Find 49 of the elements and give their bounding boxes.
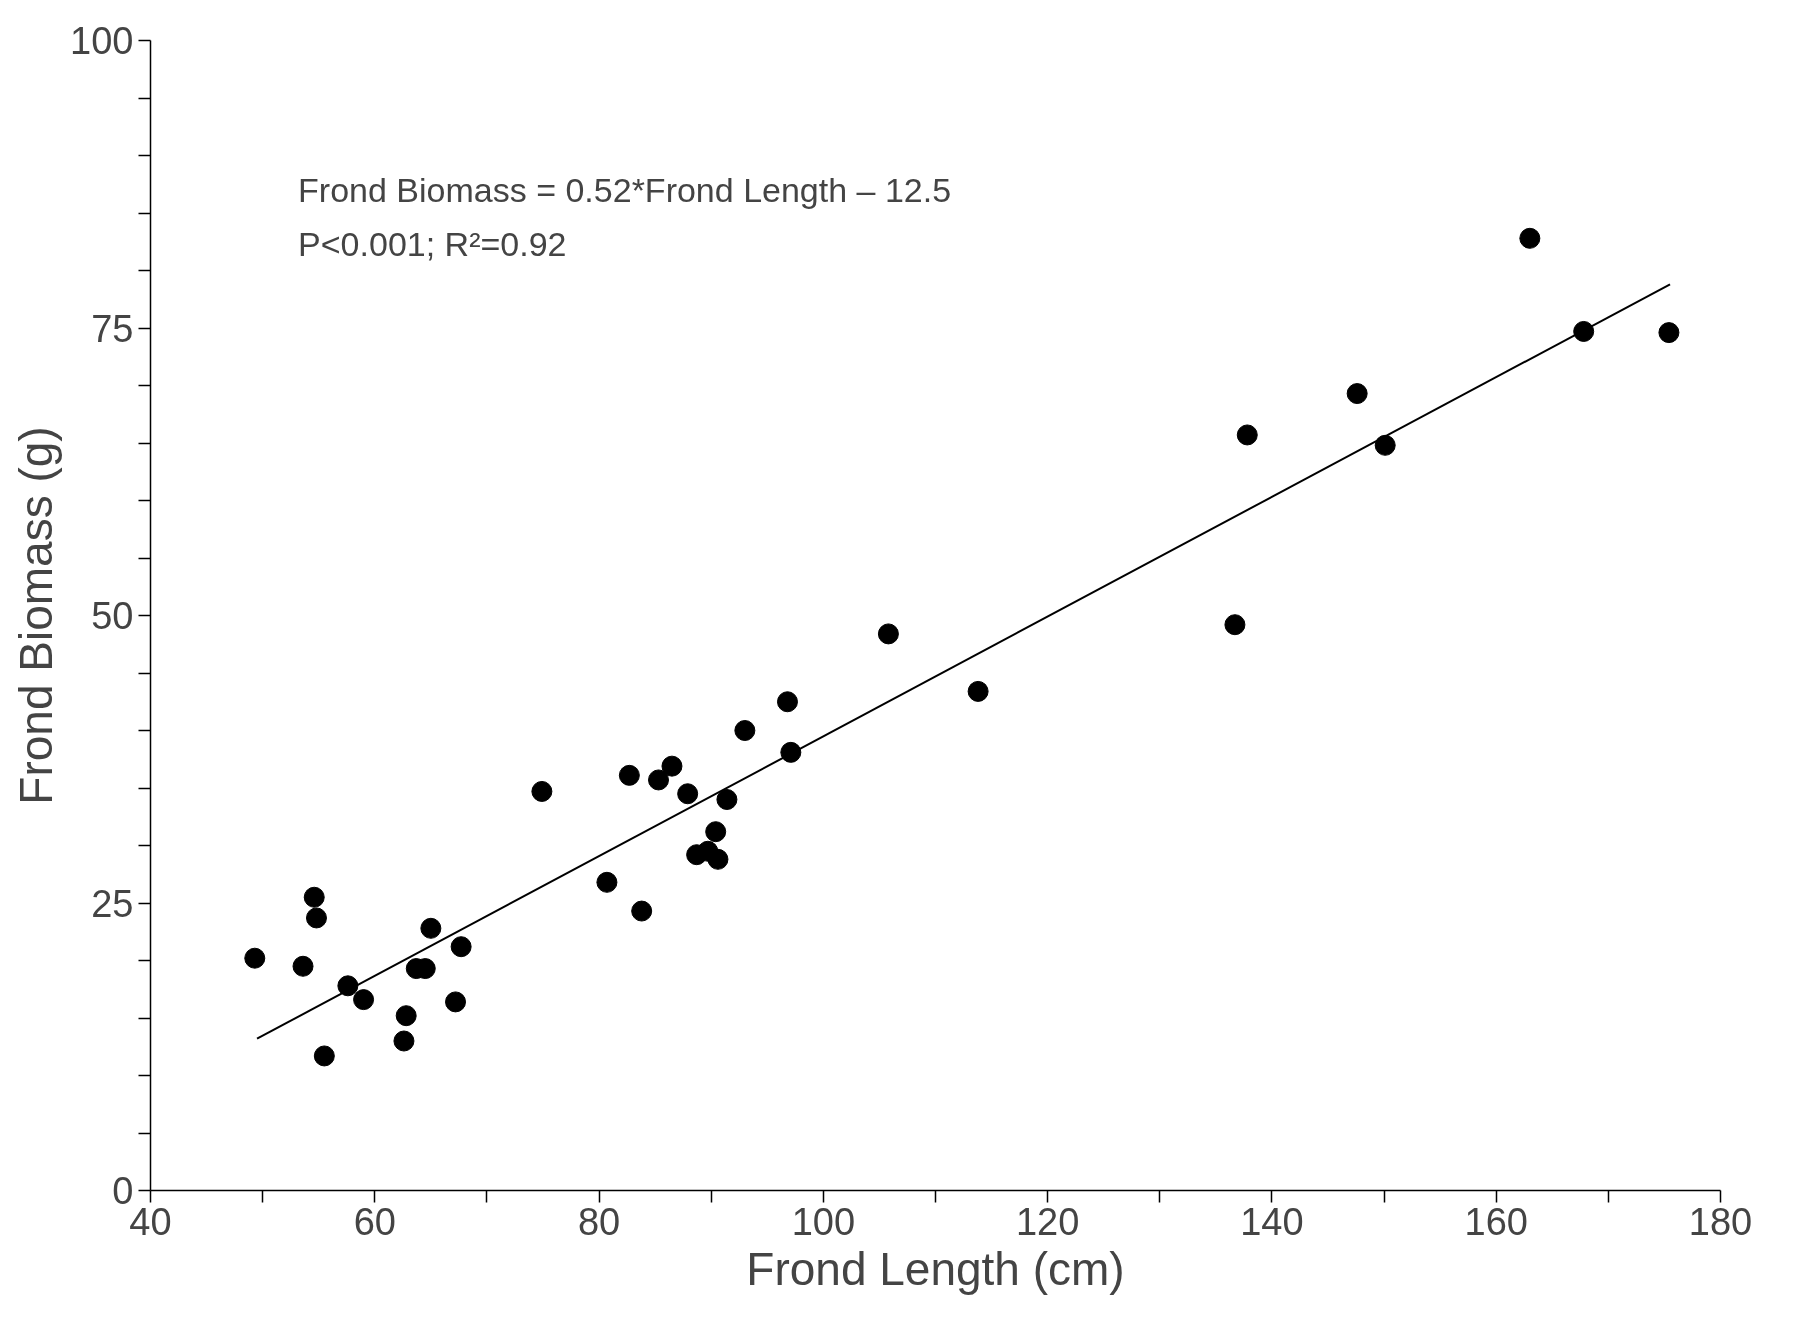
point: [292, 955, 314, 977]
point: [677, 783, 699, 805]
point: [1519, 227, 1541, 249]
point: [305, 907, 327, 929]
point: [648, 769, 670, 791]
point: [1658, 322, 1680, 344]
point: [303, 886, 325, 908]
annotation: P<0.001; R²=0.92: [298, 225, 567, 264]
x-tick-label: 60: [353, 1200, 396, 1243]
point: [661, 755, 683, 777]
point: [393, 1030, 415, 1052]
point: [877, 623, 899, 645]
y-tick-label: 25: [91, 882, 134, 925]
point: [450, 936, 472, 958]
point: [531, 780, 553, 802]
point: [631, 900, 653, 922]
point: [445, 991, 467, 1013]
point: [1224, 614, 1246, 636]
point: [776, 691, 798, 713]
point: [1374, 434, 1396, 456]
y-axis-title: Frond Biomass (g): [10, 426, 63, 805]
point: [705, 821, 727, 843]
point: [780, 741, 802, 763]
point: [353, 989, 375, 1011]
y-tick-label: 100: [70, 20, 134, 62]
y-tick-label: 50: [91, 595, 134, 637]
point: [596, 871, 618, 893]
x-tick-label: 160: [1464, 1200, 1528, 1243]
x-tick-label: 180: [1688, 1200, 1753, 1243]
x-tick-label: 120: [1015, 1200, 1080, 1243]
x-tick-label: 80: [577, 1200, 621, 1243]
x-tick-label: 100: [791, 1200, 856, 1243]
point: [244, 947, 266, 969]
point: [1346, 383, 1368, 405]
annotation: Frond Biomass = 0.52*Frond Length – 12.5: [298, 171, 952, 209]
y-tick-label: 75: [91, 307, 134, 350]
point: [716, 789, 738, 810]
point: [618, 764, 640, 786]
point: [1236, 424, 1258, 446]
point: [707, 848, 729, 870]
point: [420, 917, 442, 939]
point: [1573, 320, 1595, 342]
x-axis-title: Frond Length (cm): [746, 1242, 1125, 1295]
point: [395, 1005, 417, 1027]
point: [734, 720, 756, 741]
point: [337, 975, 359, 997]
x-tick-label: 140: [1240, 1200, 1304, 1243]
point: [313, 1045, 335, 1067]
point: [967, 680, 989, 702]
